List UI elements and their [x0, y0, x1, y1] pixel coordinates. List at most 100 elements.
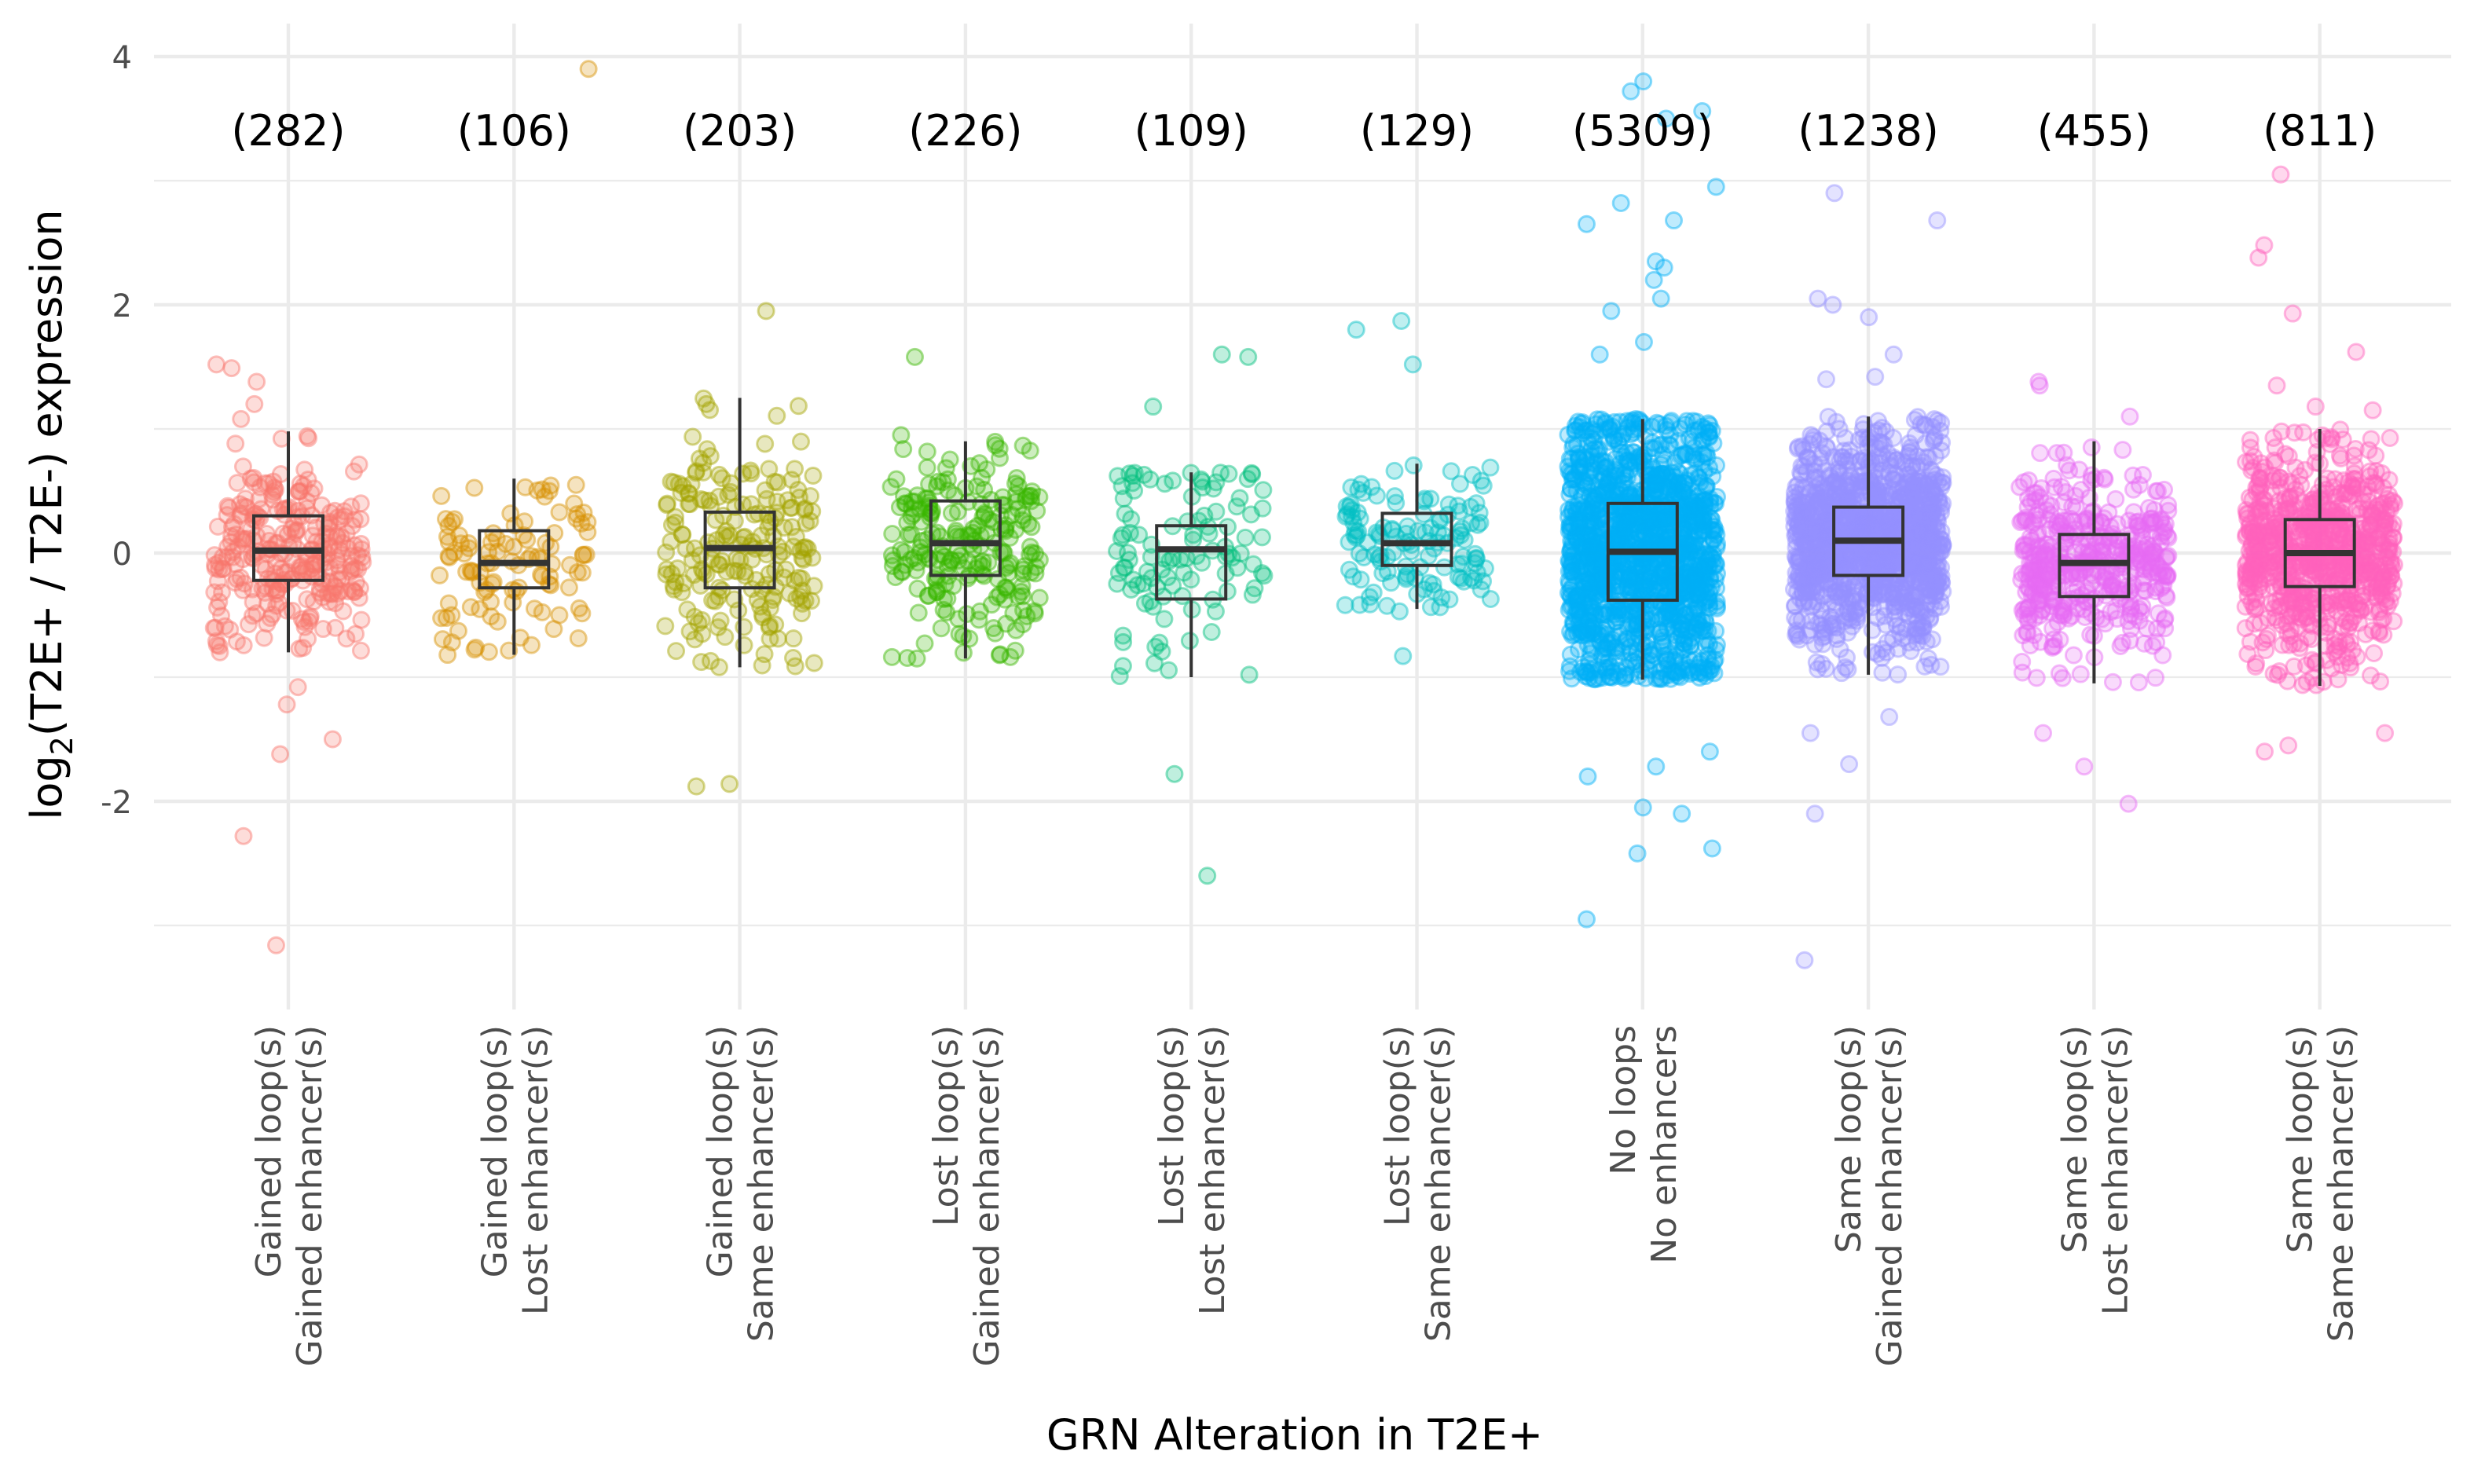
- data-point: [2054, 493, 2073, 512]
- data-point: [2344, 641, 2362, 660]
- data-point: [233, 457, 252, 476]
- data-point: [1467, 494, 1486, 513]
- data-point: [711, 611, 730, 630]
- data-point: [1385, 487, 1404, 506]
- data-point: [1802, 507, 1821, 526]
- data-point: [465, 478, 484, 497]
- data-point: [207, 636, 226, 654]
- data-point: [351, 510, 370, 529]
- data-point: [1642, 438, 1661, 457]
- data-point: [334, 602, 353, 621]
- data-point: [684, 566, 703, 584]
- outlier-point: [1212, 345, 1231, 364]
- data-point: [1919, 581, 1937, 599]
- data-point: [1561, 645, 1580, 664]
- data-point: [236, 489, 255, 508]
- data-point: [1805, 533, 1824, 551]
- data-point: [2146, 669, 2165, 687]
- data-point: [221, 620, 240, 639]
- outlier-point: [2030, 376, 2049, 395]
- data-point: [796, 499, 815, 518]
- data-point: [742, 464, 761, 483]
- data-point: [1677, 544, 1695, 563]
- outlier-point: [905, 347, 924, 366]
- data-point: [219, 498, 238, 517]
- data-point: [318, 584, 337, 603]
- outlier-point: [232, 409, 251, 428]
- data-point: [212, 606, 231, 625]
- data-point: [332, 528, 350, 547]
- data-point: [881, 478, 900, 496]
- data-point: [299, 429, 318, 448]
- data-point: [256, 560, 275, 579]
- data-point: [223, 548, 242, 566]
- data-point: [709, 465, 728, 484]
- data-point: [1373, 564, 1392, 583]
- data-point: [1705, 652, 1724, 671]
- data-point: [298, 427, 317, 445]
- outlier-point: [907, 649, 926, 668]
- data-point: [342, 556, 361, 575]
- data-point: [516, 478, 535, 496]
- data-point: [673, 525, 691, 544]
- data-point: [805, 577, 823, 595]
- data-point: [1340, 497, 1359, 516]
- data-point: [796, 592, 815, 610]
- data-point: [1692, 548, 1711, 566]
- data-point: [2066, 527, 2085, 546]
- data-point: [227, 525, 246, 544]
- data-point: [1236, 528, 1255, 547]
- outlier-point: [1198, 867, 1217, 885]
- data-point: [993, 496, 1012, 515]
- data-point: [328, 526, 346, 544]
- data-point: [752, 526, 771, 545]
- data-point: [1120, 523, 1139, 542]
- data-point: [330, 540, 349, 559]
- data-point: [535, 487, 554, 506]
- data-point: [1563, 449, 1582, 468]
- data-point: [206, 555, 225, 574]
- data-point: [467, 638, 486, 657]
- data-point: [460, 539, 478, 558]
- data-point: [794, 538, 813, 557]
- data-point: [918, 442, 936, 461]
- data-point: [882, 647, 901, 666]
- data-point: [1815, 623, 1834, 642]
- data-point: [482, 533, 500, 551]
- data-point: [209, 553, 228, 572]
- data-point: [658, 496, 676, 515]
- data-point: [295, 476, 313, 495]
- data-point: [1253, 499, 1272, 518]
- data-point: [680, 622, 699, 641]
- data-point: [326, 594, 345, 613]
- data-point: [2361, 666, 2380, 685]
- data-point: [736, 566, 755, 585]
- data-point: [682, 475, 701, 493]
- data-point: [251, 508, 269, 527]
- data-point: [312, 496, 331, 515]
- data-point: [1673, 641, 1691, 660]
- data-point: [541, 537, 560, 556]
- data-point: [2149, 604, 2168, 623]
- data-point: [2319, 614, 2338, 633]
- outlier-point: [1403, 355, 1422, 374]
- outlier-point: [697, 394, 716, 413]
- data-point: [1838, 660, 1857, 679]
- data-point: [439, 547, 458, 566]
- data-point: [223, 543, 242, 562]
- data-point: [332, 545, 351, 564]
- data-point: [792, 604, 811, 623]
- data-point: [299, 629, 317, 648]
- data-point: [570, 599, 588, 617]
- data-point: [266, 553, 285, 572]
- data-point: [573, 604, 592, 623]
- data-point: [258, 614, 277, 633]
- data-point: [267, 584, 286, 603]
- data-point: [753, 581, 772, 599]
- data-point: [970, 454, 989, 473]
- outlier-point: [1577, 214, 1596, 233]
- data-point: [2082, 590, 2101, 609]
- data-point: [259, 474, 278, 493]
- data-point: [713, 551, 731, 570]
- data-point: [1596, 483, 1615, 502]
